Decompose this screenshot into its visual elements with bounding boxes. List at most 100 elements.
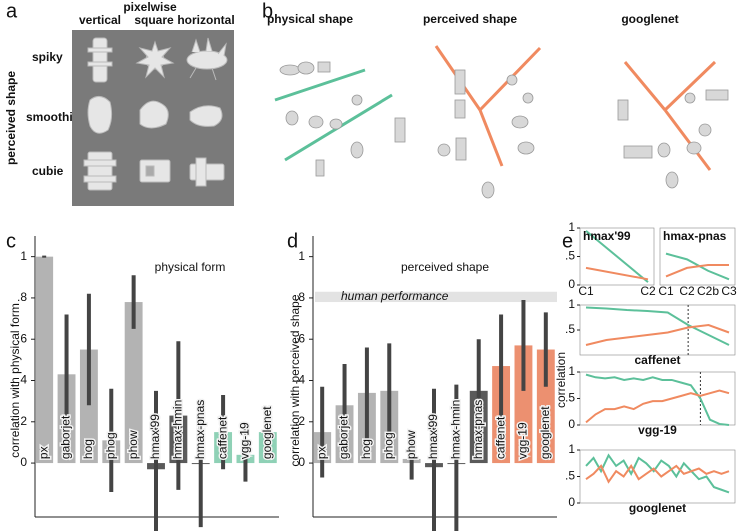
series-line [585, 464, 730, 484]
panel-a-title: pixelwise [123, 0, 177, 14]
panel-letter: c [6, 230, 16, 252]
y-tick-label: 1 [568, 364, 575, 378]
column-label: vertical [79, 13, 121, 27]
panel-letter: a [6, 0, 18, 22]
series-line [585, 373, 730, 426]
chart-title: physical form [155, 260, 226, 274]
y-tick-label: 0 [298, 455, 305, 469]
y-tick-label: 0 [568, 277, 575, 291]
bar [514, 345, 533, 464]
x-tick-label: px [314, 446, 328, 459]
x-tick-label: C2b [697, 284, 719, 298]
x-tick-label: hmax'99 [426, 414, 440, 459]
y-tick-label: .8 [295, 290, 305, 304]
x-tick-label: C1 [578, 284, 594, 298]
plot-frame [659, 227, 736, 286]
bar [258, 432, 277, 464]
panel-letter: e [562, 230, 573, 252]
x-tick-label: hmax'99 [148, 414, 162, 459]
y-tick-label: 1 [568, 442, 575, 456]
row-axis-label: perceived shape [4, 71, 18, 165]
plot-frame [579, 449, 736, 504]
shape-space-diagrams [274, 45, 729, 199]
x-tick-label: googlenet [260, 406, 274, 459]
y-tick-label: .5 [565, 249, 575, 263]
series-line [585, 389, 730, 424]
x-tick-label: hog [359, 439, 373, 459]
bar [35, 256, 54, 464]
x-tick-label: phog [103, 432, 117, 459]
reference-band [315, 291, 557, 303]
x-tick-label: gaborjet [337, 415, 351, 459]
x-tick-label: phog [381, 432, 395, 459]
x-tick-label: hog [81, 439, 95, 459]
y-tick-label: 1 [298, 249, 305, 263]
plot-frame [579, 371, 736, 426]
y-tick-label: 1 [568, 297, 575, 311]
x-tick-label: gaborjet [59, 415, 73, 459]
y-tick-label: .4 [295, 373, 305, 387]
row-label: spiky [32, 50, 63, 64]
y-tick-label: 0 [568, 495, 575, 509]
y-tick-label: .6 [17, 331, 27, 345]
chart-title: hmax-pnas [663, 229, 727, 243]
y-axis-label: correlation with perceived shape [288, 294, 302, 466]
row-label: smoothie [26, 110, 80, 124]
y-tick-label: 0 [568, 417, 575, 431]
y-tick-label: .2 [17, 414, 27, 428]
x-tick-label: hmax-pnas [193, 400, 207, 459]
panel-b-title: googlenet [621, 12, 678, 26]
row-label: cubie [32, 164, 64, 178]
y-tick-label: .5 [565, 469, 575, 483]
series-line [585, 453, 730, 494]
chart-title: perceived shape [401, 260, 489, 274]
y-tick-label: 1 [20, 249, 27, 263]
series-line [585, 323, 730, 346]
series-line [665, 264, 729, 278]
x-tick-label: vgg-19 [238, 422, 252, 459]
stimulus-grid [72, 30, 234, 206]
x-tick-label: hmax-hmin [449, 400, 463, 459]
bar [79, 349, 98, 464]
x-tick-label: googlenet [538, 406, 552, 459]
chart-title: googlenet [629, 501, 686, 515]
column-label: square [134, 13, 174, 27]
y-tick-label: .6 [295, 331, 305, 345]
bar [124, 302, 143, 464]
y-tick-label: .8 [17, 290, 27, 304]
y-axis-label: correlation with physical form [8, 303, 22, 458]
x-tick-label: phow [404, 430, 418, 459]
x-tick-label: caffenet [215, 416, 229, 459]
panel-letter: b [262, 0, 273, 22]
x-tick-label: phow [126, 430, 140, 459]
panel-letter: d [287, 230, 298, 252]
x-tick-label: C2 [640, 284, 656, 298]
x-tick-label: C1 [658, 284, 674, 298]
x-tick-label: vgg-19 [516, 422, 530, 459]
y-tick-label: .5 [565, 322, 575, 336]
y-tick-label: 1 [568, 220, 575, 234]
column-label: horizontal [177, 13, 234, 27]
x-tick-label: px [36, 446, 50, 459]
x-tick-label: caffenet [493, 416, 507, 459]
series-line [665, 252, 730, 281]
x-tick-label: hmax-pnas [471, 400, 485, 459]
x-tick-label: hmax-hmin [171, 400, 185, 459]
chart-title: hmax'99 [583, 229, 631, 243]
y-tick-label: .2 [295, 414, 305, 428]
series-line [585, 230, 649, 283]
x-tick-label: C3 [721, 284, 737, 298]
y-tick-label: .5 [565, 391, 575, 405]
y-tick-label: .4 [17, 373, 27, 387]
series-line [585, 306, 730, 346]
chart-title: caffenet [634, 353, 680, 367]
bar [536, 349, 555, 464]
series-line [585, 266, 649, 281]
reference-label: human performance [341, 289, 449, 303]
chart-title: vgg-19 [638, 423, 677, 437]
panel-b-title: physical shape [267, 12, 353, 26]
panel-b-title: perceived shape [423, 12, 517, 26]
panel-e-ylabel: correlation [554, 352, 568, 408]
x-tick-label: C2 [679, 284, 695, 298]
